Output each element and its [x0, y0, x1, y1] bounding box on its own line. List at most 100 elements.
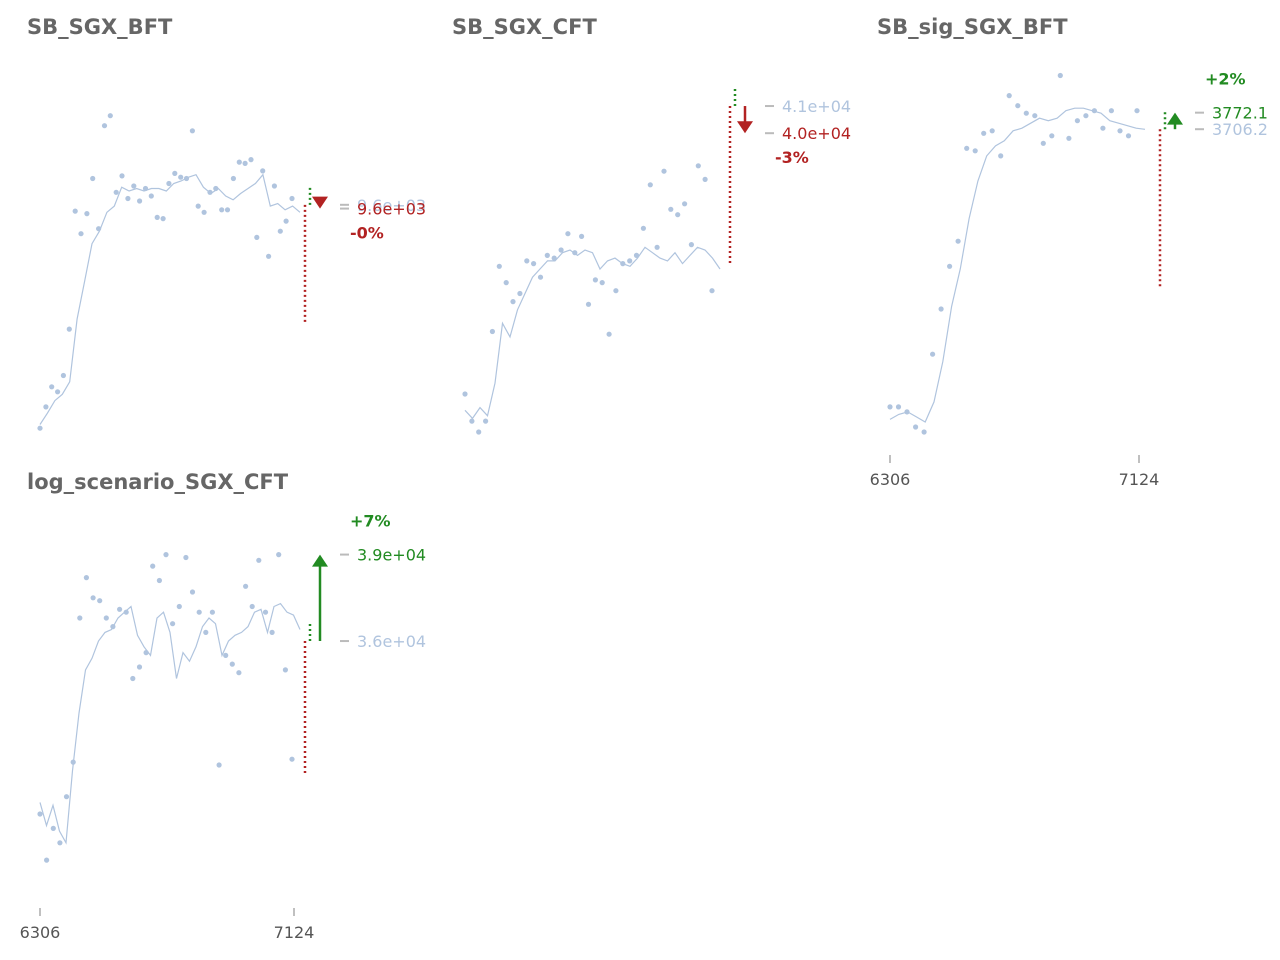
last-value-label: 9.6e+03	[357, 196, 426, 215]
percent-change-label: -3%	[775, 148, 809, 167]
scatter-point	[289, 756, 295, 762]
scatter-point	[558, 247, 564, 253]
scatter-point	[476, 429, 482, 435]
scatter-point	[119, 173, 125, 179]
scatter-point	[938, 306, 944, 312]
scatter-point	[243, 583, 249, 589]
scatter-point	[260, 168, 266, 174]
scatter-point	[627, 258, 633, 264]
scatter-point	[44, 857, 50, 863]
scatter-point	[113, 189, 119, 195]
scatter-point	[163, 552, 169, 558]
scatter-point	[620, 261, 626, 267]
scatter-point	[913, 424, 919, 430]
scatter-point	[551, 255, 557, 261]
forecast-value-label: 4.0e+04	[782, 124, 851, 143]
scatter-point	[633, 252, 640, 258]
scatter-point	[96, 226, 102, 232]
scatter-point	[895, 404, 902, 410]
scatter-point	[256, 557, 262, 563]
scatter-point	[130, 675, 136, 682]
scatter-point	[203, 629, 209, 636]
scatter-point	[236, 159, 242, 165]
forecast-value-label: 3772.1	[1212, 104, 1268, 123]
scatter-point	[1066, 135, 1072, 141]
scatter-point	[661, 168, 667, 174]
scatter-point	[55, 389, 61, 395]
scatter-point	[57, 840, 63, 846]
scatter-point	[1100, 125, 1106, 131]
scatter-point	[216, 762, 222, 768]
scatter-point	[1091, 108, 1097, 114]
scatter-point	[947, 263, 953, 269]
scatter-point	[63, 794, 70, 800]
scatter-point	[249, 603, 255, 610]
scatter-point	[150, 563, 156, 569]
scatter-point	[189, 128, 195, 134]
scatter-point	[195, 203, 201, 209]
scatter-point	[223, 652, 229, 659]
scatter-point	[592, 277, 599, 283]
scatter-point	[688, 242, 695, 248]
x-tick-label: 7124	[1119, 470, 1160, 489]
scatter-point	[702, 176, 708, 182]
scatter-point	[183, 554, 189, 561]
percent-change-label: -0%	[350, 224, 384, 243]
forecast-arrow-head	[1167, 112, 1183, 125]
scatter-point	[1057, 72, 1063, 79]
scatter-point	[137, 198, 143, 204]
scatter-point	[682, 201, 688, 207]
scatter-point	[43, 404, 49, 410]
scatter-point	[229, 661, 235, 667]
scatter-point	[1108, 108, 1114, 114]
scatter-point	[154, 214, 160, 220]
scatter-point	[544, 252, 550, 258]
scatter-point	[469, 418, 475, 424]
scatter-point	[201, 209, 207, 215]
forecast-arrow-head	[312, 196, 328, 209]
scatter-point	[77, 615, 83, 621]
scatter-point	[606, 331, 612, 337]
scatter-point	[1015, 103, 1021, 109]
scatter-point	[981, 130, 987, 136]
scatter-point	[176, 603, 182, 610]
scatter-point	[483, 418, 489, 424]
scatter-point	[125, 195, 131, 202]
scatter-point	[579, 233, 585, 239]
scatter-point	[103, 615, 109, 621]
scatter-point	[170, 621, 176, 627]
scatter-point	[282, 667, 288, 673]
scatter-point	[1032, 113, 1038, 119]
scatter-point	[964, 145, 970, 151]
scatter-point	[517, 290, 523, 297]
x-tick-label: 7124	[274, 923, 315, 942]
scatter-point	[998, 153, 1004, 159]
scatter-point	[224, 207, 231, 213]
panel-title: SB_SGX_CFT	[452, 15, 597, 39]
scatter-point	[66, 326, 72, 332]
trend-line	[39, 173, 301, 425]
scatter-point	[709, 288, 715, 294]
scatter-point	[510, 299, 516, 305]
scatter-point	[262, 609, 269, 615]
scatter-point	[183, 175, 190, 182]
panel-title: log_scenario_SGX_CFT	[27, 470, 289, 494]
scatter-point	[1049, 133, 1055, 139]
scatter-point	[50, 825, 56, 832]
scatter-point	[90, 175, 96, 182]
x-tick-label: 6306	[870, 470, 911, 489]
scatter-point	[254, 234, 260, 240]
scatter-point	[647, 182, 653, 188]
scatter-point	[283, 218, 289, 224]
scatter-point	[277, 228, 283, 234]
scatter-point	[242, 160, 248, 166]
scatter-point	[266, 253, 272, 259]
scatter-point	[276, 552, 282, 558]
scatter-point	[136, 664, 143, 670]
scatter-point	[496, 263, 502, 269]
scatter-point	[269, 629, 275, 636]
forecast-value-label: 9.6e+03	[357, 200, 426, 219]
scatter-point	[887, 404, 893, 410]
scatter-point	[60, 372, 66, 379]
